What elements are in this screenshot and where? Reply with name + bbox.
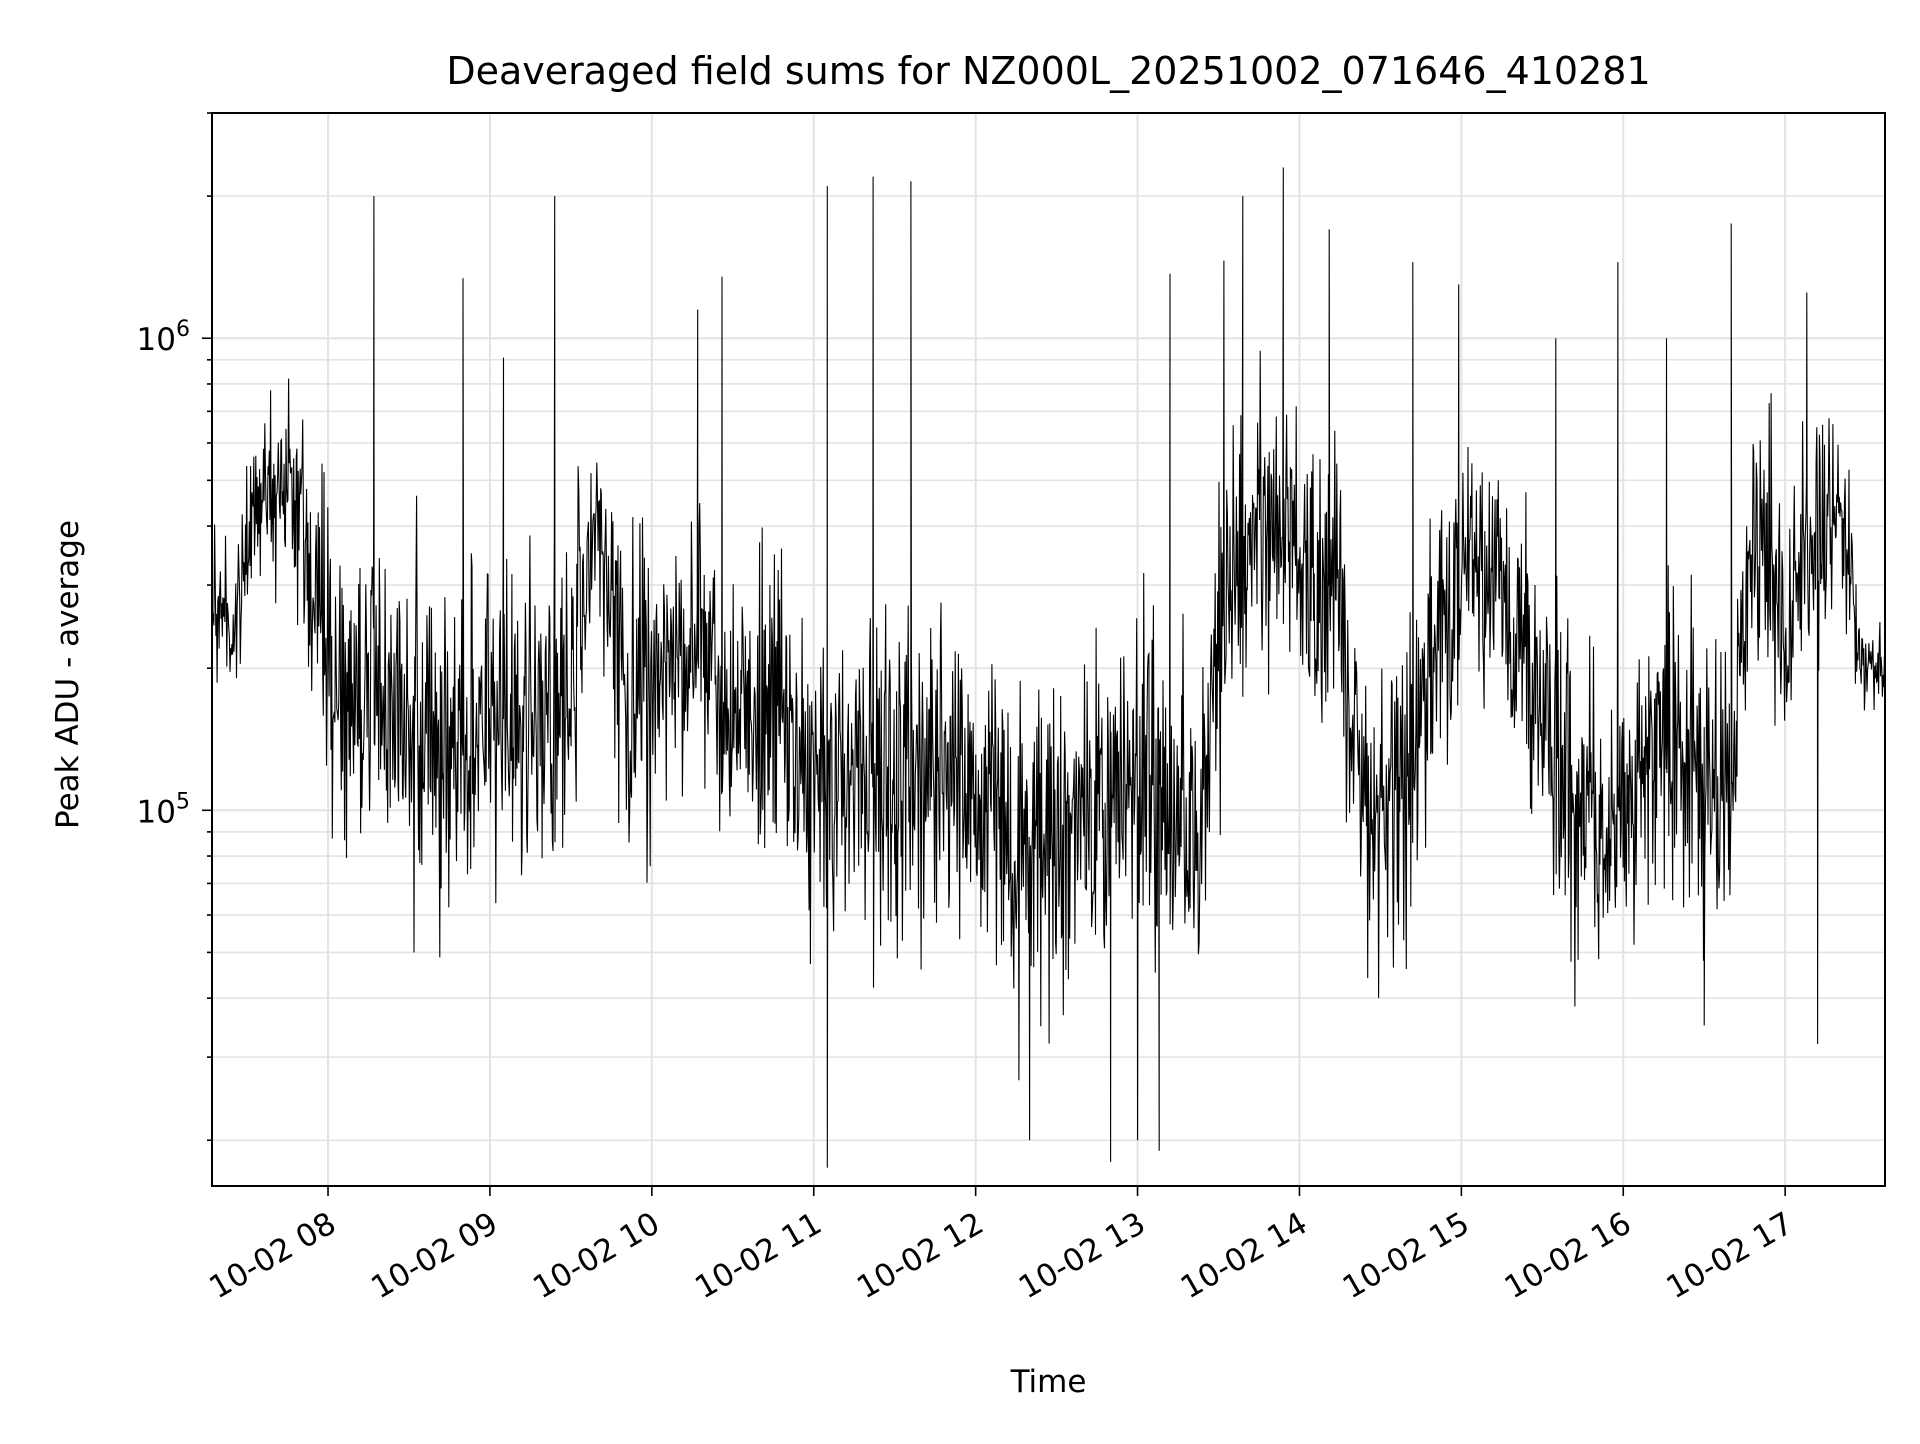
y-axis-label: Peak ADU - average xyxy=(50,520,86,829)
chart-title: Deaveraged field sums for NZ000L_2025100… xyxy=(446,49,1650,93)
y-tick-label-exponent: 5 xyxy=(176,789,190,814)
x-axis-label: Time xyxy=(1010,1364,1087,1400)
y-tick-label-base: 10 xyxy=(137,322,176,358)
plot-frame xyxy=(211,112,1886,1187)
y-tick-label: 105 xyxy=(137,789,190,830)
y-tick-label: 106 xyxy=(137,317,190,358)
ticks-layer xyxy=(202,112,1786,1196)
series-line xyxy=(211,167,1886,1168)
y-tick-label-exponent: 6 xyxy=(176,317,190,342)
y-tick-label-base: 10 xyxy=(137,794,176,830)
